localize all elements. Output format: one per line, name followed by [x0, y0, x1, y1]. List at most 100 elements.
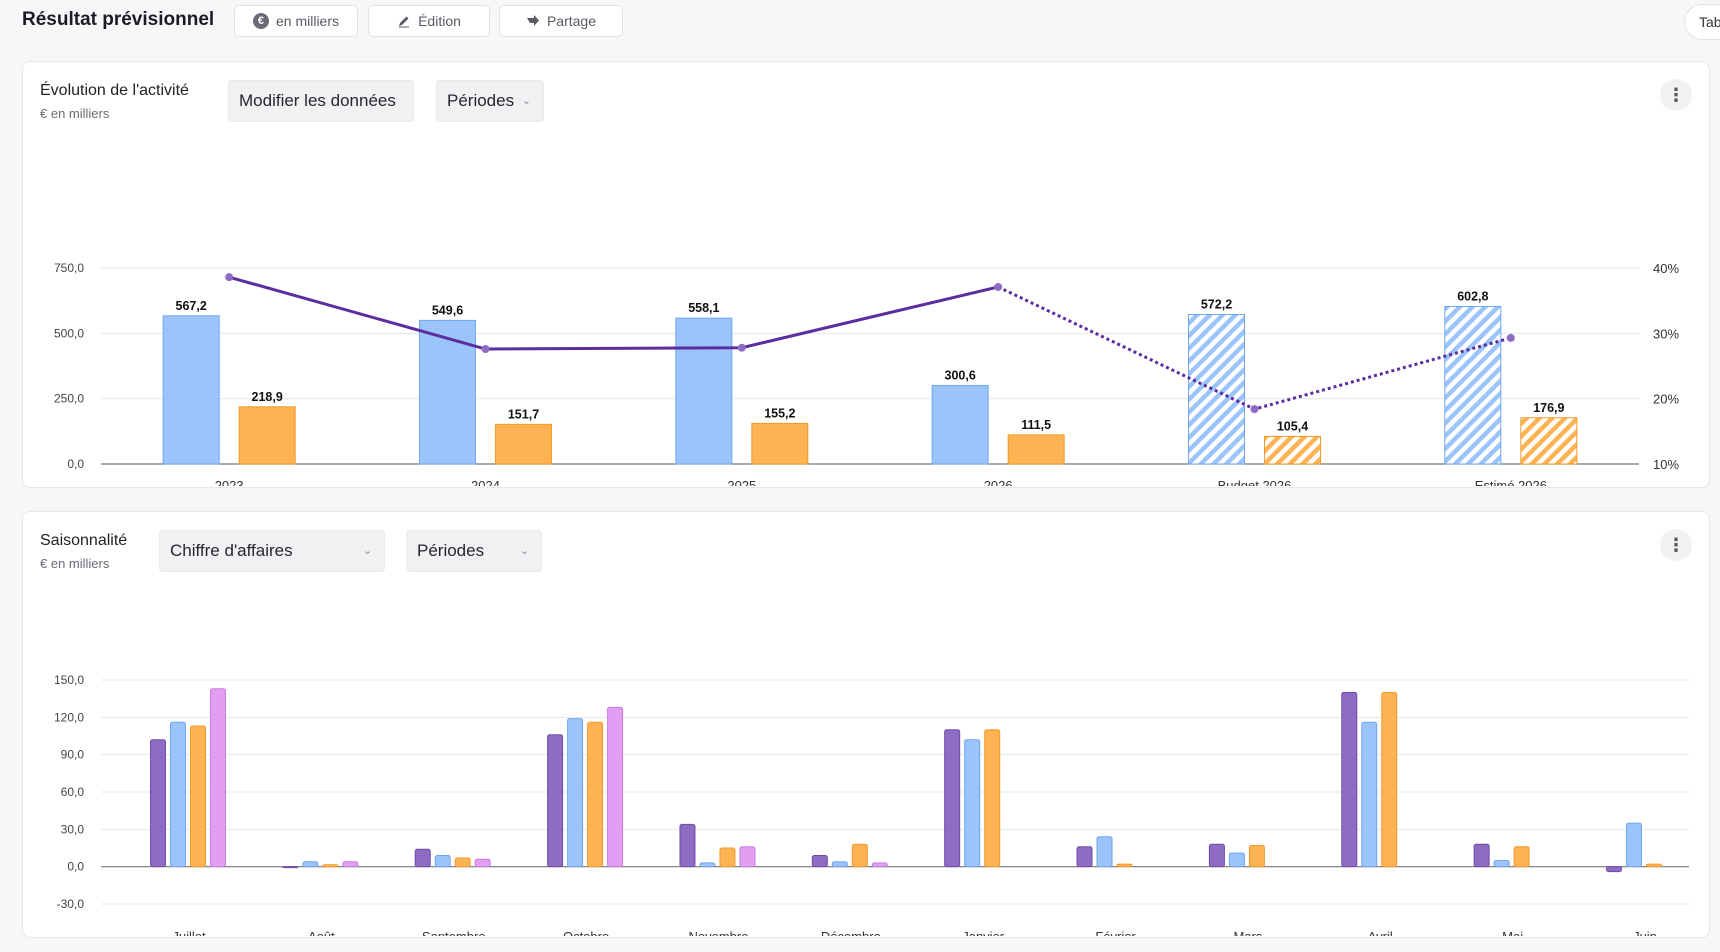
y-tick-label: 0,0	[67, 457, 84, 471]
x-tick-label: 2025	[727, 478, 756, 486]
season-card: Saisonnalité € en milliers Chiffre d'aff…	[22, 511, 1710, 938]
ebitda-pct-point	[225, 273, 234, 282]
ebitda-data-label: 218,9	[252, 390, 283, 404]
share-button[interactable]: Partage	[499, 5, 623, 37]
bar-2024	[1493, 859, 1510, 868]
season-periods-label: Périodes	[417, 541, 485, 560]
season-chart: -30,0 0,0 30,0 60,0 90,0 120,0 150,0 Juillet Aoû…	[54, 673, 1689, 936]
bar-2024	[1626, 822, 1642, 868]
bar-2025	[851, 843, 868, 868]
y2-tick-label: 30%	[1653, 326, 1679, 341]
bar-2025	[1381, 691, 1398, 868]
season-subtitle: € en milliers	[40, 556, 110, 571]
bar-2026	[474, 858, 491, 868]
y-tick-label: 90,0	[61, 748, 85, 762]
revenue-data-label: 572,2	[1201, 297, 1232, 311]
ebitda-bar	[1520, 417, 1578, 465]
ebitda-pct-point	[994, 282, 1003, 291]
more-vertical-icon: ⋮	[1667, 84, 1685, 105]
y-tick-label: 500,0	[54, 326, 84, 340]
x-tick-label: Juillet	[172, 929, 206, 936]
ebitda-pct-point	[1250, 405, 1259, 414]
bar-2025	[1513, 846, 1530, 868]
ebitda-pct-line-forecast	[997, 285, 1512, 411]
y-tick-label: 30,0	[61, 822, 85, 836]
chevron-down-icon: ⌄	[362, 545, 372, 557]
y-tick-label: 0,0	[67, 860, 84, 874]
units-button[interactable]: € en milliers	[234, 5, 358, 37]
bar-2025	[1646, 863, 1662, 868]
bar-2023	[282, 866, 299, 869]
revenue-bar	[419, 319, 476, 465]
tab-button[interactable]: Tab	[1684, 4, 1720, 40]
bar-2023	[414, 848, 431, 868]
x-tick-label: Octobre	[563, 929, 609, 936]
ebitda-bar	[1007, 434, 1065, 465]
x-tick-label: Mai	[1502, 929, 1523, 936]
bar-2024	[434, 854, 451, 868]
bar-2026	[210, 688, 226, 868]
chevron-down-icon: ⌄	[521, 95, 531, 107]
y2-tick-label: 40%	[1653, 261, 1679, 276]
activity-periods-label: Périodes	[447, 91, 515, 110]
ebitda-bar	[238, 406, 296, 465]
bar-2026	[739, 846, 756, 868]
x-tick-label: Novembre	[688, 929, 748, 936]
activity-chart: 0,0 250,0 500,0 750,0 10% 20% 30% 40% 2023 567,2 2…	[54, 261, 1679, 486]
bar-2023	[1473, 843, 1490, 868]
revenue-data-label: 567,2	[176, 299, 207, 313]
activity-periods-select[interactable]: Périodes ⌄	[436, 80, 544, 122]
bar-2023	[150, 739, 166, 868]
y-tick-label: 60,0	[61, 785, 85, 799]
bar-2024	[567, 718, 584, 868]
metric-select-label: Chiffre d'affaires	[170, 541, 293, 560]
x-tick-label: 2023	[215, 478, 244, 486]
bar-2023	[1076, 846, 1093, 868]
bar-2023	[1208, 843, 1225, 868]
y-tick-label: 150,0	[54, 673, 84, 687]
top-bar: Résultat prévisionnel € en milliers Édit…	[0, 0, 1720, 44]
activity-card: Évolution de l'activité € en milliers Mo…	[22, 61, 1710, 488]
revenue-data-label: 602,8	[1457, 289, 1488, 303]
season-periods-select[interactable]: Périodes ⌄	[406, 530, 542, 572]
x-tick-label: 2024	[471, 478, 500, 486]
x-tick-label: Mars	[1233, 929, 1262, 936]
x-tick-label: Avril	[1368, 929, 1393, 936]
modify-data-label: Modifier les données	[239, 91, 396, 110]
metric-select[interactable]: Chiffre d'affaires ⌄	[159, 530, 385, 572]
x-tick-label: Décembre	[821, 929, 881, 936]
season-menu-button[interactable]: ⋮	[1660, 529, 1692, 561]
y-tick-label: 120,0	[54, 710, 84, 724]
bar-2023	[547, 734, 564, 868]
ebitda-data-label: 176,9	[1533, 401, 1564, 415]
revenue-bar	[931, 384, 989, 465]
chevron-down-icon: ⌄	[519, 545, 529, 557]
edit-button[interactable]: Édition	[368, 5, 490, 37]
modify-data-button[interactable]: Modifier les données	[228, 80, 414, 122]
season-title: Saisonnalité	[40, 532, 128, 549]
ebitda-data-label: 155,2	[764, 406, 795, 420]
bar-2025	[454, 857, 471, 868]
ebitda-bar	[495, 423, 552, 465]
bar-2024	[1361, 721, 1378, 868]
bar-2024	[831, 861, 848, 868]
bar-2024	[699, 862, 716, 868]
ebitda-pct-point	[1506, 333, 1515, 342]
activity-menu-button[interactable]: ⋮	[1660, 79, 1692, 111]
ebitda-data-label: 105,4	[1277, 419, 1308, 433]
y-tick-label: 750,0	[54, 261, 84, 275]
bar-2026	[342, 861, 359, 868]
y2-tick-label: 20%	[1653, 392, 1679, 407]
x-tick-label: Budget 2026	[1218, 478, 1292, 486]
bar-2025	[1116, 863, 1133, 868]
more-vertical-icon: ⋮	[1667, 534, 1685, 555]
pencil-icon	[399, 16, 410, 28]
x-tick-label: Septembre	[422, 929, 486, 936]
bar-2024	[302, 861, 319, 868]
x-tick-label: 2026	[984, 478, 1013, 486]
x-tick-label: Janvier	[962, 929, 1005, 936]
bar-2024	[1228, 852, 1245, 868]
y-tick-label: -30,0	[57, 897, 85, 911]
bar-2025	[1248, 845, 1265, 868]
revenue-bar	[675, 317, 733, 465]
